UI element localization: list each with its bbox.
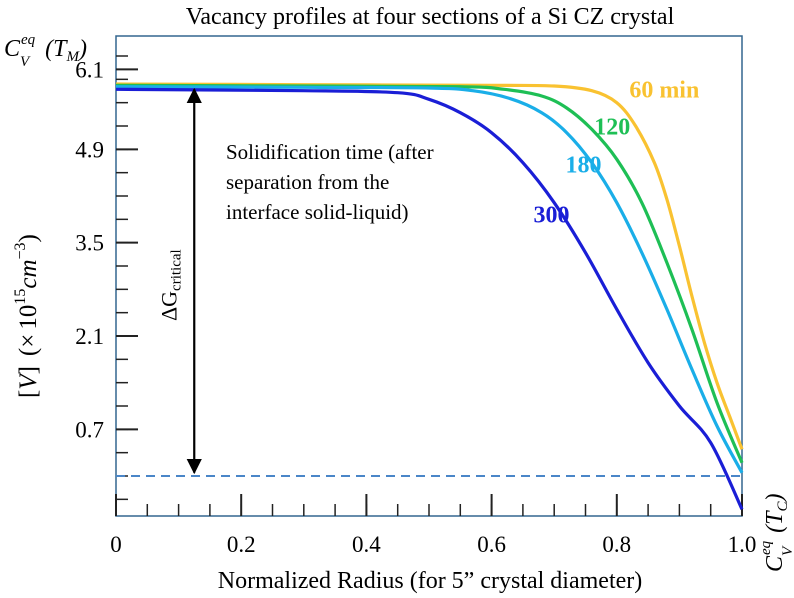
x-tick-label: 0 [110,532,122,557]
annotation-line-1: Solidification time (after [226,140,434,164]
ceq-top-sup: eq [21,32,36,48]
ylabel-unit-exp: −3 [12,242,29,259]
ylabel-unit: cm [15,259,42,288]
series-label-2: 120 [594,115,630,141]
series-labels: 60 min 120 180 300 [534,77,700,228]
y-tick-label: 4.9 [75,137,104,162]
series-label-1: 60 min [629,77,699,103]
series-line-4 [115,87,744,510]
series-line-3 [115,85,744,474]
series-label-3: 180 [565,153,601,179]
ylabel-var: V [15,372,42,390]
ceq-top-arg-close: ) [77,36,87,62]
x-tick-label: 0.4 [352,532,381,557]
ylabel-times: (× [15,334,42,356]
x-tick-label: 1.0 [728,532,757,557]
delta-g-subscript: critical [168,249,184,291]
annotation-line-2: separation from the [226,170,389,194]
ylabel-exp: 15 [12,289,29,305]
series-lines [115,82,744,510]
ylabel-bracket-close: ] [15,366,42,374]
y-axis-label: [V] (× 1015cm−3) [12,234,42,398]
chart-title: Vacancy profiles at four sections of a S… [186,4,675,30]
solidification-annotation: Solidification time (after separation fr… [226,140,434,224]
major-ticks [115,68,743,516]
ceq-bottom-arg: (T [762,510,788,533]
x-tick-label: 0.2 [227,532,256,557]
x-tick-label: 0.6 [477,532,506,557]
delta-g-symbol: ΔG [156,291,181,321]
ceq-top-label: Ceq V (TM) [4,32,87,70]
y-tick-label: 0.7 [75,417,104,442]
x-tick-label: 0.8 [602,532,631,557]
x-axis-label: Normalized Radius (for 5” crystal diamet… [218,568,643,594]
plot-frame [115,35,743,517]
ceq-bottom-sup: eq [758,540,774,555]
ceq-bottom-sub: V [780,545,794,556]
ceq-bottom-arg-close: ) [762,493,788,503]
ceq-bottom-arg-sub: C [775,500,791,511]
ceq-bottom-base: C [762,555,788,572]
ylabel-bracket-open: [ [15,390,42,398]
ceq-top-arg: (T [45,36,68,62]
ceq-top-sub: V [20,54,31,70]
ylabel-base: 10 [15,305,42,330]
delta-g-label: ΔGcritical [156,249,184,321]
y-tick-label: 2.1 [75,324,104,349]
y-tick-labels: 0.7 2.1 3.5 4.9 6.1 [75,57,104,442]
ceq-top-arg-sub: M [66,49,81,65]
minor-ticks [115,55,743,516]
annotation-line-3: interface solid-liquid) [226,200,409,224]
series-label-4: 300 [534,203,570,229]
x-tick-labels: 0 0.2 0.4 0.6 0.8 1.0 [110,532,756,557]
ylabel-close: ) [15,234,42,242]
y-tick-label: 3.5 [75,231,104,256]
y-tick-label: 6.1 [75,57,104,82]
ceq-top-base: C [4,36,21,62]
